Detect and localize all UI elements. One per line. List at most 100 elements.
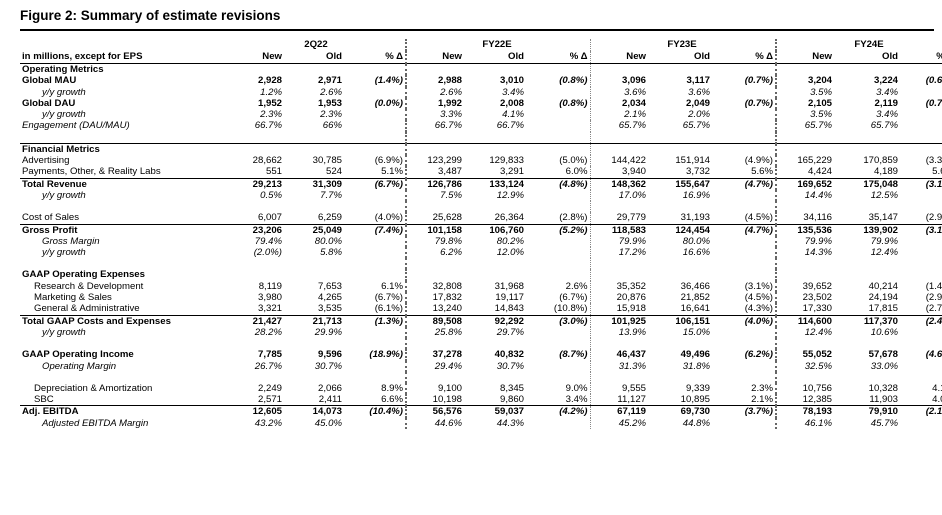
period-header-row: 2Q22 FY22E FY23E FY24E bbox=[20, 39, 942, 51]
value-cell: (2.0%) bbox=[253, 247, 282, 259]
value-cell: 21,427 bbox=[230, 314, 286, 327]
value-cell: 14.4% bbox=[775, 189, 836, 202]
pct-change-cell: (4.0%) bbox=[374, 212, 403, 224]
value-cell: 40,832 bbox=[494, 349, 524, 361]
pct-change-cell bbox=[902, 372, 942, 383]
value-cell bbox=[775, 142, 836, 156]
pct-change-cell: 4.0% bbox=[932, 394, 942, 406]
value-cell: 49,496 bbox=[680, 349, 710, 361]
value-cell bbox=[230, 132, 286, 144]
row-label bbox=[20, 132, 230, 144]
value-cell: 30.7% bbox=[496, 360, 524, 372]
pct-change-cell: (4.5%) bbox=[744, 292, 773, 304]
pct-change-cell: (4.2%) bbox=[528, 405, 590, 418]
pct-change-cell: (10.4%) bbox=[346, 405, 406, 418]
value-cell: 3,321 bbox=[257, 303, 282, 315]
pct-change-cell: 2.3% bbox=[751, 382, 773, 394]
pct-change-cell: (0.7%) bbox=[925, 97, 942, 109]
row-label: SBC bbox=[34, 394, 54, 406]
value-cell: 21,713 bbox=[286, 314, 346, 327]
pct-change-cell: (1.4%) bbox=[925, 280, 942, 292]
table-row: y/y growth (2.0%) 5.8% 6.2% 12.0% 17.2% 16.6% 1… bbox=[20, 247, 942, 259]
value-cell: 2,571 bbox=[257, 394, 282, 406]
value-cell: 12,605 bbox=[230, 405, 286, 418]
row-label: Depreciation & Amortization bbox=[34, 382, 153, 394]
pct-change-cell bbox=[714, 269, 776, 280]
value-cell: 3.4% bbox=[502, 86, 524, 98]
pct-change-cell bbox=[528, 269, 590, 280]
value-cell: 5.8% bbox=[320, 247, 342, 259]
value-cell bbox=[466, 258, 528, 269]
value-cell bbox=[589, 63, 650, 76]
value-cell: 14,073 bbox=[286, 405, 346, 418]
pct-change-cell bbox=[902, 247, 942, 258]
value-cell: 79,910 bbox=[836, 405, 902, 418]
value-cell bbox=[775, 258, 836, 270]
period-header: 2Q22 bbox=[304, 39, 328, 51]
value-cell: 1,952 bbox=[257, 97, 282, 109]
row-label: y/y growth bbox=[42, 189, 86, 201]
value-cell bbox=[589, 131, 650, 144]
value-cell: 106,151 bbox=[650, 314, 714, 327]
value-cell: 10.6% bbox=[870, 326, 898, 338]
row-label: Adj. EBITDA bbox=[20, 405, 230, 418]
pct-change-cell bbox=[714, 258, 776, 269]
value-cell: 43.2% bbox=[254, 417, 282, 429]
pct-change-cell bbox=[346, 201, 406, 212]
value-cell: 3.4% bbox=[876, 86, 898, 98]
pct-change-cell bbox=[714, 132, 776, 144]
value-cell: 10,895 bbox=[680, 394, 710, 406]
pct-change-cell: (18.9%) bbox=[369, 349, 403, 361]
value-cell: 3.6% bbox=[688, 86, 710, 98]
value-cell: 4,265 bbox=[317, 292, 342, 304]
value-cell: 101,925 bbox=[589, 314, 650, 327]
value-cell bbox=[286, 372, 346, 383]
value-cell: 44.3% bbox=[496, 417, 524, 429]
value-cell: 1,992 bbox=[405, 97, 466, 110]
value-cell: 124,454 bbox=[650, 223, 714, 236]
pct-change-cell: 3.4% bbox=[565, 394, 588, 406]
pct-change-cell bbox=[902, 361, 942, 372]
pct-change-cell: (6.2%) bbox=[744, 349, 773, 361]
pct-change-cell bbox=[346, 190, 406, 201]
value-cell: 101,158 bbox=[405, 223, 466, 236]
value-cell bbox=[836, 201, 902, 212]
pct-change-cell: 8.9% bbox=[381, 382, 403, 394]
table-body: Operating Metrics Global MAU 2,928 2,971 (1.… bbox=[20, 63, 942, 430]
value-cell: 3,096 bbox=[589, 75, 650, 87]
spacer-row bbox=[20, 201, 942, 213]
value-cell: 12,385 bbox=[775, 394, 836, 406]
pct-change-cell: (4.7%) bbox=[714, 223, 776, 236]
value-cell: 29.7% bbox=[496, 326, 524, 338]
value-cell: 19,117 bbox=[495, 292, 524, 304]
value-cell: 1.2% bbox=[260, 86, 282, 98]
row-label: Operating Metrics bbox=[20, 63, 230, 76]
pct-change-cell: (4.6%) bbox=[925, 349, 942, 361]
value-cell: 45.7% bbox=[870, 417, 898, 429]
value-cell: 2,008 bbox=[499, 97, 524, 109]
pct-change-cell: (3.1%) bbox=[902, 223, 942, 236]
value-cell bbox=[466, 142, 528, 156]
value-cell bbox=[466, 132, 528, 144]
pct-change-cell: (6.7%) bbox=[374, 292, 403, 304]
value-cell bbox=[836, 338, 902, 349]
value-cell: 36,466 bbox=[680, 280, 710, 292]
pct-change-cell bbox=[528, 87, 590, 98]
pct-change-cell: (3.3%) bbox=[925, 155, 942, 167]
pct-change-cell bbox=[902, 63, 942, 76]
pct-change-cell: (4.7%) bbox=[714, 177, 776, 190]
pct-change-cell: (3.1%) bbox=[902, 177, 942, 190]
value-cell: 151,914 bbox=[675, 155, 710, 167]
row-label: Adjusted EBITDA Margin bbox=[42, 417, 149, 429]
table-row: Gross Margin 79.4% 80.0% 79.8% 80.2% 79.9% 80.… bbox=[20, 235, 942, 248]
estimate-revisions-table: 2Q22 FY22E FY23E FY24E in millions, exce… bbox=[20, 39, 942, 430]
value-cell bbox=[466, 63, 528, 76]
value-cell: 4,424 bbox=[775, 166, 836, 179]
table-row: Advertising 28,662 30,785 (6.9%) 123,299 129,… bbox=[20, 155, 942, 167]
pct-change-cell bbox=[528, 327, 590, 338]
value-cell: 37,278 bbox=[405, 349, 466, 361]
value-cell: 2,971 bbox=[317, 75, 342, 87]
value-cell bbox=[230, 142, 286, 156]
value-cell bbox=[650, 201, 714, 212]
pct-change-cell: (6.1%) bbox=[374, 303, 403, 315]
